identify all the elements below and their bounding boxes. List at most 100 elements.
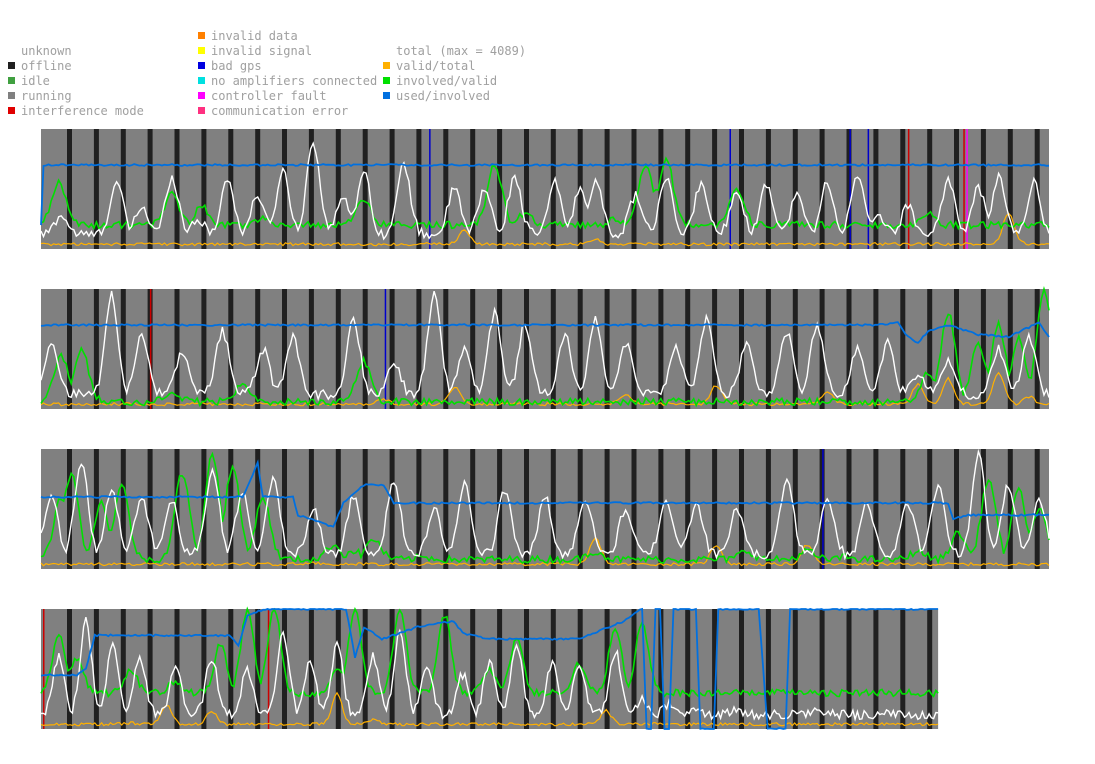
- offline-bar: [980, 449, 986, 569]
- offline-bar: [389, 129, 395, 249]
- offline-bar: [67, 289, 72, 409]
- offline-bar: [524, 289, 529, 409]
- bad-gps-marker: [429, 129, 431, 249]
- series-valid-total-line: [40, 212, 1050, 247]
- offline-bar: [416, 129, 422, 249]
- legend-item-invalid-data: invalid data: [198, 29, 298, 44]
- legend-swatch: [383, 77, 390, 84]
- offline-bar: [954, 129, 959, 249]
- legend-label: running: [21, 89, 72, 103]
- offline-bar: [1034, 289, 1040, 409]
- offline-bar: [120, 609, 126, 729]
- offline-bar: [174, 449, 180, 569]
- interference-marker: [267, 609, 270, 729]
- offline-bar: [416, 289, 422, 409]
- series-total-line: [40, 141, 1050, 241]
- offline-bar: [819, 129, 825, 249]
- offline-bar: [765, 449, 771, 569]
- offline-bar: [443, 289, 449, 409]
- offline-bar: [120, 449, 126, 569]
- strip-3: [40, 448, 1050, 569]
- legend-item-involved-valid: involved/valid: [383, 74, 497, 89]
- offline-bar: [308, 449, 314, 569]
- offline-bar: [120, 289, 126, 409]
- offline-bar: [604, 289, 610, 409]
- offline-bar: [739, 289, 744, 409]
- offline-bar: [550, 449, 556, 569]
- offline-bar: [147, 449, 153, 569]
- offline-bar: [416, 449, 422, 569]
- controller-fault-marker: [966, 129, 968, 249]
- offline-bar: [927, 609, 933, 729]
- offline-bar: [67, 129, 72, 249]
- series-used-involved-line: [40, 607, 939, 730]
- offline-bar: [228, 289, 234, 409]
- offline-bar: [900, 289, 906, 409]
- offline-bar: [685, 289, 691, 409]
- offline-bar: [120, 129, 126, 249]
- offline-bar: [389, 609, 395, 729]
- offline-bar: [308, 609, 314, 729]
- offline-bar: [631, 449, 637, 569]
- strip-4: [40, 606, 939, 730]
- legend-label: controller fault: [211, 89, 327, 103]
- offline-bar: [93, 449, 99, 569]
- offline-bar: [819, 449, 825, 569]
- legend-item-offline: offline: [8, 59, 72, 74]
- offline-bar: [470, 129, 476, 249]
- offline-bar: [873, 449, 879, 569]
- offline-bar: [980, 129, 986, 249]
- legend-label: communication error: [211, 104, 349, 118]
- legend-item-invalid-signal: invalid signal: [198, 44, 312, 59]
- offline-bar: [900, 129, 906, 249]
- offline-bar: [631, 129, 637, 249]
- offline-bar: [873, 609, 879, 729]
- offline-bar: [201, 129, 207, 249]
- offline-bar: [443, 129, 449, 249]
- offline-bar: [819, 289, 825, 409]
- legend-label: no amplifiers connected: [211, 74, 378, 88]
- legend-item-total: total (max = 4089): [383, 44, 526, 59]
- offline-bar: [470, 449, 476, 569]
- offline-bar: [658, 449, 664, 569]
- legend-label: idle: [21, 74, 50, 88]
- offline-bar: [712, 129, 718, 249]
- interference-marker: [963, 129, 965, 249]
- legend-swatch: [198, 62, 205, 69]
- offline-bar: [954, 289, 959, 409]
- offline-bar: [308, 289, 314, 409]
- bad-gps-marker: [867, 129, 870, 249]
- offline-bar: [739, 449, 744, 569]
- offline-bar: [524, 449, 529, 569]
- series-valid-total-line: [40, 691, 939, 727]
- offline-bar: [1034, 449, 1040, 569]
- offline-bar: [685, 129, 691, 249]
- offline-bar: [712, 449, 718, 569]
- offline-bar: [201, 289, 207, 409]
- legend-item-communication-error: communication error: [198, 104, 348, 119]
- legend-label: interference mode: [21, 104, 144, 118]
- offline-bar: [658, 289, 664, 409]
- legend-label: offline: [21, 59, 72, 73]
- running-background: [41, 129, 1049, 249]
- legend-label: invalid signal: [211, 44, 313, 58]
- legend-item-unknown: unknown: [8, 44, 72, 59]
- offline-bar: [658, 129, 664, 249]
- offline-bar: [470, 289, 476, 409]
- offline-bar: [362, 129, 368, 249]
- offline-bar: [93, 129, 99, 249]
- offline-bar: [255, 289, 261, 409]
- offline-bar: [470, 609, 476, 729]
- offline-bar: [67, 449, 72, 569]
- offline-bar: [201, 609, 207, 729]
- offline-bar: [1007, 449, 1013, 569]
- legend-swatch: [198, 77, 205, 84]
- series-valid-total-line: [40, 537, 1050, 567]
- offline-bar: [765, 129, 771, 249]
- interference-marker: [149, 289, 152, 409]
- legend-swatch: [383, 62, 390, 69]
- offline-bar: [765, 289, 771, 409]
- series-involved-valid-line: [40, 286, 1050, 408]
- running-background: [41, 449, 1049, 569]
